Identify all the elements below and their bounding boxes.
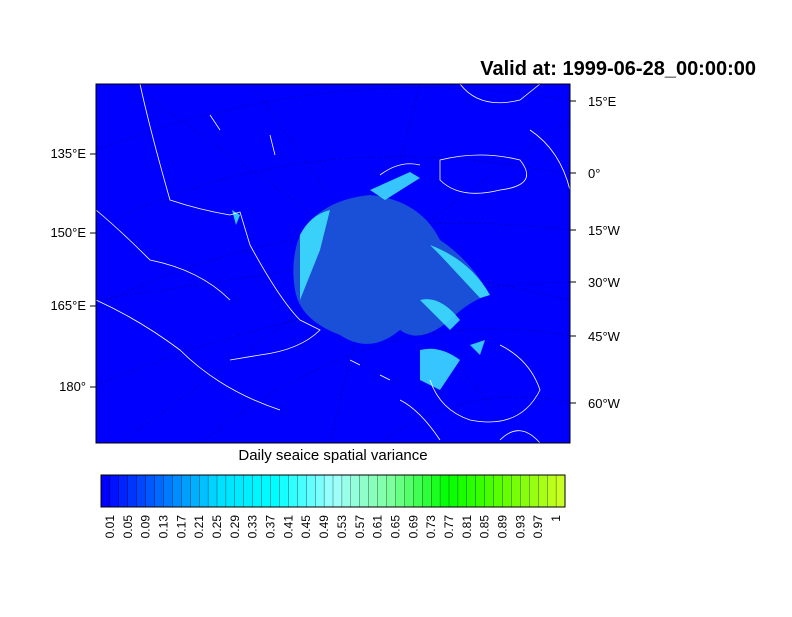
colorbar-label: 0.81 — [460, 515, 474, 539]
colorbar-label: 0.45 — [299, 515, 313, 539]
colorbar-box — [502, 474, 512, 508]
colorbar-box — [172, 474, 182, 508]
colorbar-box — [163, 474, 173, 508]
colorbar-box — [475, 474, 486, 508]
colorbar-box — [431, 474, 441, 508]
colorbar-box — [511, 474, 521, 508]
colorbar-box — [413, 474, 423, 508]
colorbar-box — [439, 474, 450, 508]
colorbar-label: 0.37 — [264, 515, 278, 539]
colorbar-label: 0.65 — [388, 515, 402, 539]
colorbar-box — [422, 474, 432, 508]
colorbar-label: 0.93 — [513, 515, 527, 539]
colorbar-box — [484, 474, 495, 508]
colorbar-box — [547, 474, 557, 508]
lon-label: 15°W — [588, 223, 621, 238]
colorbar-box — [270, 474, 280, 508]
colorbar-label: 0.41 — [281, 515, 295, 539]
colorbar-box — [493, 474, 503, 508]
colorbar-label: 0.77 — [442, 515, 456, 539]
colorbar-box — [216, 474, 227, 508]
colorbar-box — [234, 474, 245, 508]
colorbar-label: 0.17 — [174, 515, 188, 539]
colorbar-box — [190, 474, 200, 508]
colorbar-box — [127, 474, 138, 508]
lon-label: 60°W — [588, 396, 621, 411]
colorbar-label: 0.97 — [531, 515, 545, 539]
colorbar-box — [404, 474, 414, 508]
colorbar-label: 0.73 — [424, 515, 438, 539]
colorbar-label: 0.49 — [317, 515, 331, 539]
colorbar-box — [350, 474, 361, 508]
colorbar-box — [466, 474, 477, 508]
colorbar-box — [555, 474, 566, 508]
colorbar-box — [448, 474, 459, 508]
map-frame — [95, 83, 571, 444]
lon-label: 135°E — [50, 146, 86, 161]
colorbar-label: 0.69 — [406, 515, 420, 539]
colorbar-box — [359, 474, 370, 508]
colorbar-title: Daily seaice spatial variance — [238, 447, 427, 464]
colorbar-box — [252, 474, 263, 508]
colorbar-box — [332, 474, 343, 508]
colorbar-label: 0.85 — [478, 515, 492, 539]
colorbar-box — [261, 474, 271, 508]
colorbar-box — [288, 474, 298, 508]
colorbar-box — [181, 474, 191, 508]
colorbar-box — [109, 474, 120, 508]
colorbar-label: 0.89 — [496, 515, 510, 539]
colorbar-box — [243, 474, 254, 508]
colorbar-label: 0.29 — [228, 515, 242, 539]
colorbar: 0.01 0.05 0.09 0.13 0.17 0.21 0.25 0.29 0.33 0.37… — [100, 474, 566, 539]
sea-ice — [232, 172, 490, 390]
lon-label: 45°W — [588, 329, 621, 344]
colorbar-box — [386, 474, 396, 508]
colorbar-frame — [100, 474, 566, 508]
colorbar-box — [395, 474, 405, 508]
colorbar-label: 0.61 — [371, 515, 385, 539]
colorbar-box — [199, 474, 209, 508]
title: Valid at: 1999-06-28_00:00:00 — [480, 58, 756, 80]
colorbar-box — [154, 474, 164, 508]
coastlines — [95, 83, 571, 444]
colorbar-box — [315, 474, 325, 508]
colorbar-box — [118, 474, 129, 508]
lon-label: 0° — [588, 166, 600, 181]
colorbar-box — [377, 474, 387, 508]
colorbar-box — [225, 474, 236, 508]
colorbar-box — [520, 474, 530, 508]
colorbar-box — [297, 474, 307, 508]
colorbar-box — [306, 474, 316, 508]
colorbar-box — [323, 474, 334, 508]
colorbar-box — [538, 474, 548, 508]
lon-label: 15°E — [588, 94, 617, 109]
colorbar-label: 0.25 — [210, 515, 224, 539]
lon-label: 165°E — [50, 298, 86, 313]
lon-label: 30°W — [588, 275, 621, 290]
colorbar-label: 0.33 — [246, 515, 260, 539]
colorbar-box — [368, 474, 379, 508]
lon-label: 150°E — [50, 225, 86, 240]
colorbar-label: 1 — [549, 515, 563, 522]
colorbar-label: 0.09 — [139, 515, 153, 539]
colorbar-label: 0.01 — [103, 515, 117, 539]
colorbar-label: 0.13 — [156, 515, 170, 539]
colorbar-box — [207, 474, 218, 508]
colorbar-box — [341, 474, 352, 508]
colorbar-box — [279, 474, 289, 508]
colorbar-box — [136, 474, 147, 508]
colorbar-box — [529, 474, 539, 508]
colorbar-label: 0.21 — [192, 515, 206, 539]
colorbar-label: 0.53 — [335, 515, 349, 539]
lon-label: 180° — [59, 379, 86, 394]
colorbar-label: 0.57 — [353, 515, 367, 539]
colorbar-label: 0.05 — [121, 515, 135, 539]
colorbar-box — [145, 474, 155, 508]
colorbar-box — [457, 474, 468, 508]
colorbar-box — [100, 474, 111, 508]
